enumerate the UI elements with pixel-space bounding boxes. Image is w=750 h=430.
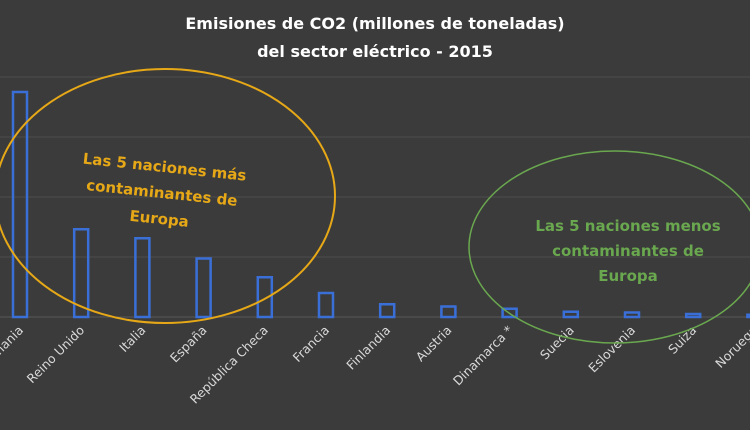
category-tick-label: Noruega [712,323,750,371]
least-polluting-ellipse [468,150,750,344]
bars [11,90,750,319]
bar [440,305,457,319]
bar [684,312,702,319]
bar [378,303,396,319]
category-tick-label: Finlandia [343,323,393,373]
bar [562,310,580,319]
category-tick-label: Alemania [0,323,26,375]
bar [501,307,518,319]
category-tick-label: Italia [116,323,148,355]
bar [623,311,641,319]
category-tick-label: España [167,323,210,366]
chart-title-line-1: Emisiones de CO2 (millones de toneladas) [185,14,564,33]
most-polluting-ellipse [0,68,336,324]
bar [317,291,335,319]
least-polluting-label-line-2: contaminantes de [552,242,704,260]
bar [11,90,29,319]
category-tick-label: Francia [290,323,332,365]
bar [746,313,750,319]
most-polluting-label-line-3: Europa [129,207,190,231]
least-polluting-label-line-1: Las 5 naciones menos [535,217,720,235]
chart-title-line-2: del sector eléctrico - 2015 [257,42,493,61]
least-polluting-label-line-3: Europa [598,267,658,285]
category-tick-label: Dinamarca * [450,323,516,389]
category-tick-label: Eslovenia [585,323,638,376]
bar [256,276,274,319]
category-tick-label: Reino Unido [24,323,88,387]
bar [195,257,212,319]
bar [72,228,90,319]
bar [134,237,151,319]
category-tick-label: Suecia [537,323,577,363]
gridlines [0,76,750,258]
category-tick-label: Austria [413,323,455,365]
